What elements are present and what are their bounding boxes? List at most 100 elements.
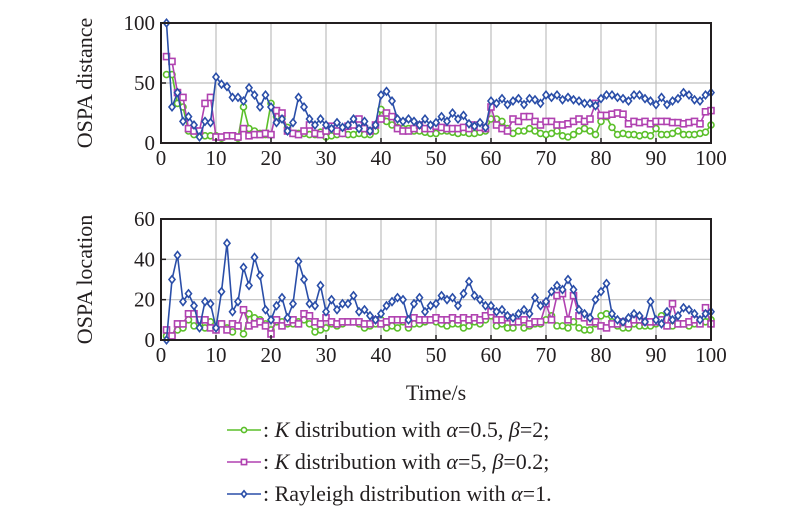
data-point-square [168,332,176,340]
data-point-square [586,115,594,123]
data-point-diamond [321,306,331,317]
data-point-square [179,93,187,102]
data-point-diamond [690,308,699,319]
data-point-diamond [398,294,408,305]
data-point-diamond [563,92,573,103]
data-point-diamond [508,312,518,323]
data-point-diamond [365,125,375,137]
data-point-circle [553,127,561,135]
data-point-square [514,117,523,126]
x-tick-label: 60 [481,343,502,367]
x-tick-label: 100 [695,343,727,367]
data-point-circle [564,324,572,332]
data-point-diamond [503,310,512,321]
data-point-diamond [486,95,496,107]
x-tick-label: 50 [426,343,447,367]
data-point-circle [701,128,710,136]
data-point-diamond [195,322,204,333]
data-point-diamond [387,296,397,307]
x-axis-label: Time/s [406,380,466,405]
data-point-diamond [288,298,298,309]
data-point-diamond [662,306,672,317]
data-point-diamond [558,94,567,105]
data-point-diamond [299,274,309,285]
data-point-diamond [569,94,578,105]
data-point-diamond [629,308,639,319]
data-point-circle [586,326,594,334]
data-point-diamond [255,270,265,281]
data-point-diamond [404,314,413,325]
data-point-diamond [283,125,292,137]
data-point-circle [608,123,616,132]
data-point-diamond [343,298,353,309]
data-point-diamond [233,296,243,307]
data-point-diamond [492,306,501,317]
data-point-diamond [585,312,595,323]
data-point-diamond [646,95,655,107]
data-point-square [591,318,600,326]
data-point-diamond [640,316,650,327]
x-tick-label: 20 [261,343,282,367]
data-point-diamond [239,262,248,273]
data-point-square [267,130,275,139]
data-point-square [388,112,396,121]
data-point-circle [239,330,248,338]
x-tick-label: 70 [536,146,557,170]
data-point-diamond [635,310,644,321]
data-point-diamond [530,292,540,303]
data-point-diamond [360,116,369,127]
data-point-diamond [640,93,650,104]
data-point-diamond [552,89,562,101]
data-point-diamond [602,278,611,289]
data-point-diamond [657,318,666,329]
data-point-diamond [217,286,226,297]
data-point-diamond [453,300,463,311]
data-point-diamond [459,110,468,121]
y-tick-label: 50 [134,71,155,95]
data-point-diamond [646,296,655,307]
data-point-diamond [200,116,210,127]
data-point-square [239,124,248,133]
data-point-diamond [596,93,606,104]
data-point-diamond [371,314,380,325]
data-point-circle [393,324,402,332]
data-point-diamond [618,316,628,327]
data-point-square [256,318,264,326]
data-point-diamond [343,119,353,131]
legend-italic: K [274,449,291,474]
legend-marker-square [240,458,248,466]
legend-label: : K distribution with α=0.5, β=2; [263,417,549,442]
data-point-diamond [244,280,254,291]
ticks-ospa-distance: 0 10 20 30 40 50 60 70 80 90 100 0 50 100 [124,11,727,170]
data-point-diamond [547,286,556,297]
x-tick-label: 60 [481,146,502,170]
data-point-diamond [277,113,287,125]
legend-greek1: α [511,481,523,506]
y-tick-label: 20 [134,288,155,312]
data-point-diamond [393,292,402,303]
data-point-diamond [508,95,518,107]
legend-item-k-5-0.2: : K distribution with α=5, β=0.2; [227,449,549,474]
data-point-diamond [618,93,628,104]
data-point-diamond [426,119,435,131]
data-point-diamond [211,322,221,333]
data-point-diamond [431,298,441,309]
data-point-square [602,324,611,332]
data-point-diamond [525,308,534,319]
data-point-diamond [514,308,523,319]
data-point-diamond [470,290,479,301]
data-point-diamond [464,118,474,129]
data-point-diamond [470,121,479,132]
data-point-diamond [354,123,364,134]
data-point-circle [322,324,330,332]
data-point-diamond [607,89,617,101]
data-point-diamond [184,288,193,299]
data-point-square [190,309,198,318]
x-tick-label: 10 [206,146,227,170]
data-point-diamond [316,113,325,125]
data-point-diamond [409,116,419,127]
data-point-diamond [585,98,595,109]
data-point-square [536,318,545,326]
data-point-diamond [690,94,699,105]
